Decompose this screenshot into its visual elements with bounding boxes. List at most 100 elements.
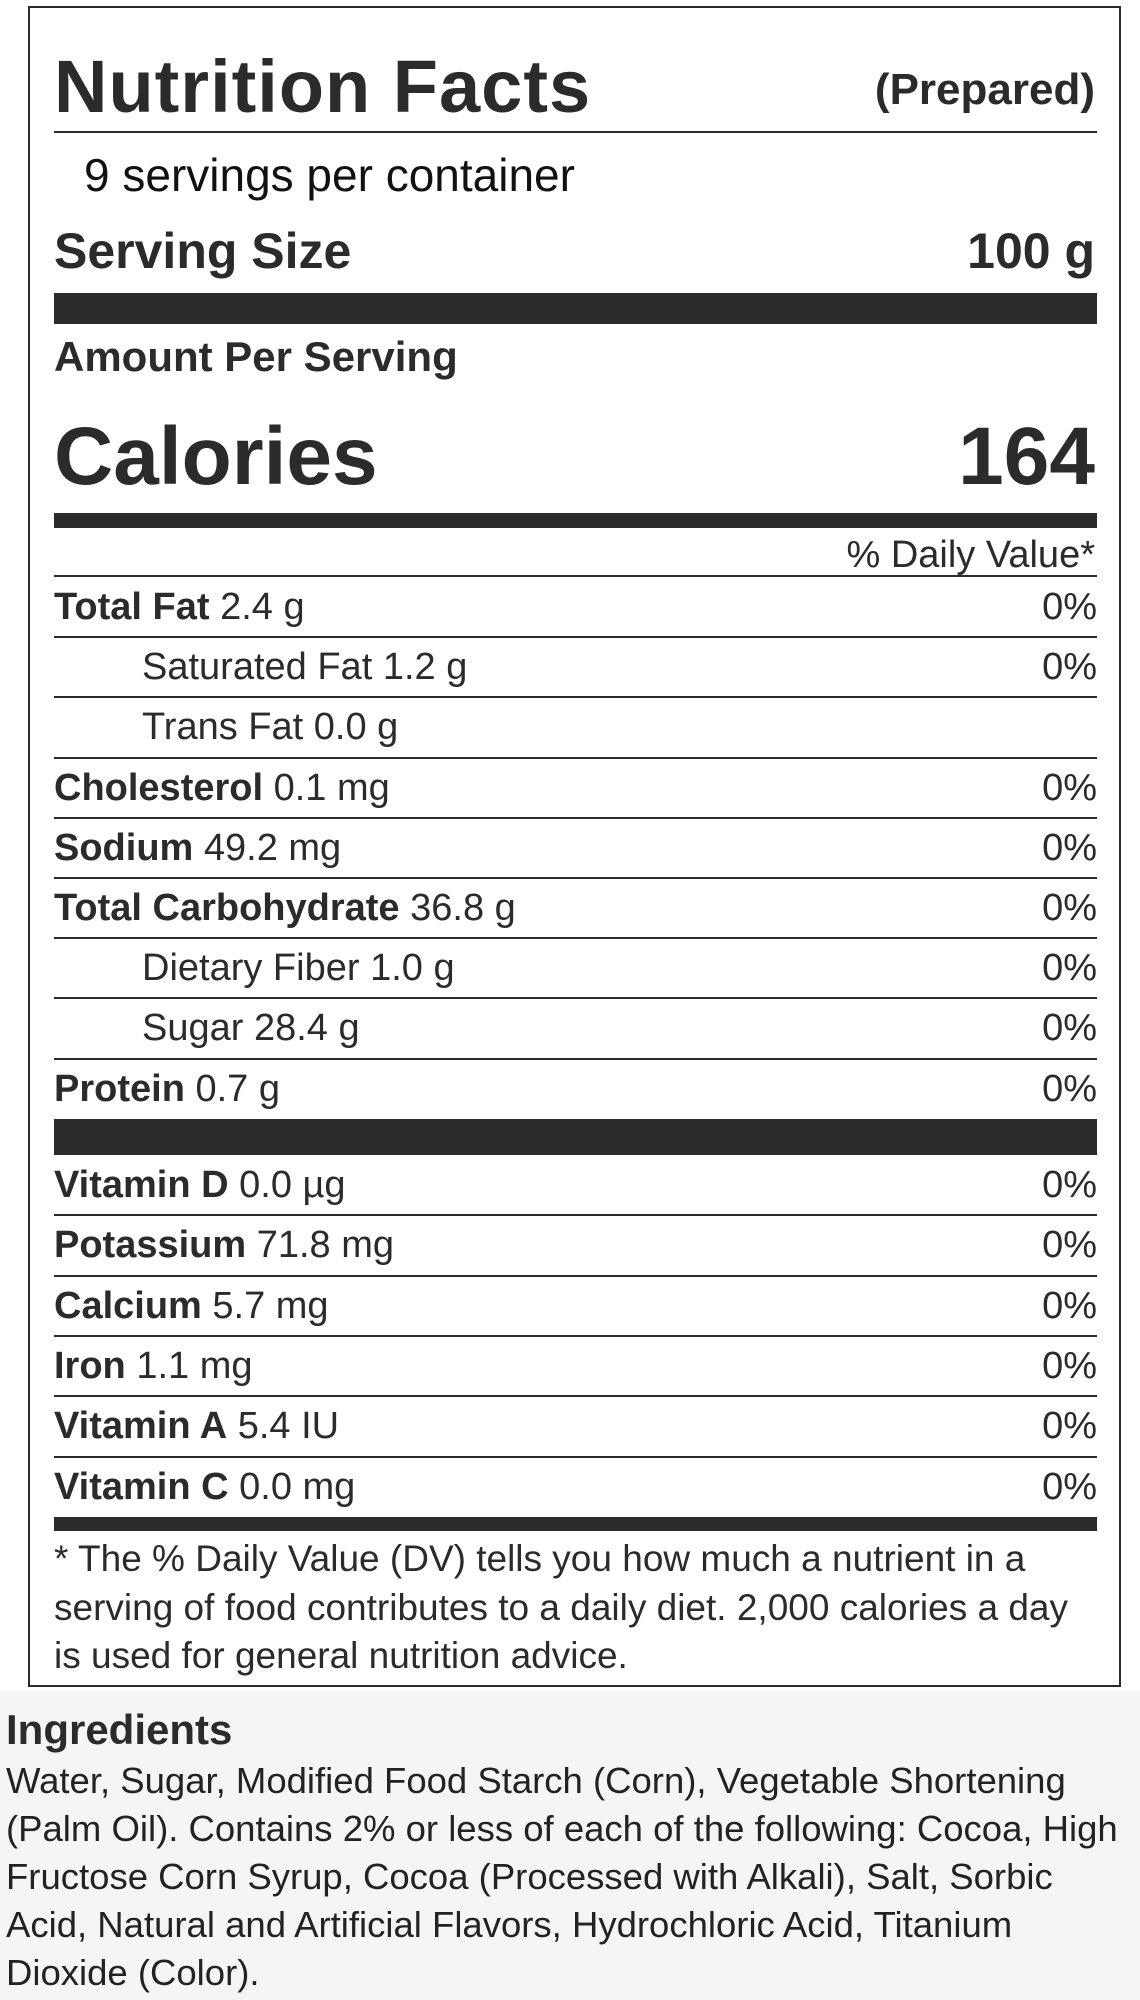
nutrient-amount: 28.4 g xyxy=(253,1007,360,1050)
nutrient-amount: 5.7 mg xyxy=(212,1284,329,1327)
divider xyxy=(54,1214,1097,1217)
nutrient-name: Total Fat xyxy=(54,586,210,628)
daily-value: 0% xyxy=(1042,1405,1097,1448)
daily-value: 0% xyxy=(1042,947,1097,990)
label-subtitle: (Prepared) xyxy=(874,65,1095,114)
nutrient-name: Vitamin D xyxy=(54,1164,229,1206)
spacer xyxy=(400,887,411,929)
nutrient-label: Total Carbohydrate 36.8 g xyxy=(54,878,516,938)
spacer xyxy=(210,586,221,628)
nutrient-name: Calcium xyxy=(54,1284,202,1327)
spacer xyxy=(372,646,383,688)
calories-value: 164 xyxy=(958,411,1095,502)
nutrient-label: Sugar 28.4 g xyxy=(142,998,360,1058)
daily-value: 0% xyxy=(1042,646,1097,689)
nutrient-name: Trans Fat xyxy=(142,706,304,749)
thick-divider xyxy=(54,1119,1097,1155)
divider xyxy=(54,636,1097,639)
nutrient-row: Total Fat 2.4 g 0% xyxy=(54,577,1097,637)
nutrient-row: Iron 1.1 mg 0% xyxy=(54,1336,1097,1396)
divider xyxy=(54,997,1097,1000)
divider xyxy=(54,1274,1097,1277)
spacer xyxy=(202,1285,213,1327)
divider xyxy=(54,131,1097,133)
divider xyxy=(54,1455,1097,1458)
nutrient-row: Sodium 49.2 mg 0% xyxy=(54,818,1097,878)
divider xyxy=(54,756,1097,759)
nutrient-label: Cholesterol 0.1 mg xyxy=(54,758,390,818)
spacer xyxy=(360,947,371,989)
nutrient-label: Potassium 71.8 mg xyxy=(54,1215,394,1275)
nutrient-amount: 0.7 g xyxy=(195,1067,280,1110)
nutrient-amount: 0.0 µg xyxy=(239,1164,346,1206)
nutrient-name: Saturated Fat xyxy=(142,646,373,689)
nutrient-amount: 2.4 g xyxy=(220,586,305,628)
nutrient-name: Vitamin A xyxy=(54,1405,228,1448)
nutrient-label: Sodium 49.2 mg xyxy=(54,818,341,878)
spacer xyxy=(229,1466,240,1508)
servings: 9 servings per container xyxy=(84,149,575,201)
nutrient-amount: 36.8 g xyxy=(410,887,516,929)
medium-divider xyxy=(54,513,1097,528)
serving-size-label: Serving Size xyxy=(54,223,352,279)
divider xyxy=(54,1057,1097,1060)
nutrient-name: Iron xyxy=(54,1344,126,1387)
daily-value: 0% xyxy=(1042,887,1097,929)
nutrient-label: Dietary Fiber 1.0 g xyxy=(142,938,455,998)
spacer xyxy=(185,1068,196,1110)
nutrient-row: Sugar 28.4 g 0% xyxy=(54,998,1097,1058)
daily-value-header: % Daily Value* xyxy=(846,534,1095,576)
spacer xyxy=(263,767,274,809)
nutrient-name: Dietary Fiber xyxy=(142,947,360,990)
nutrient-row: Calcium 5.7 mg 0% xyxy=(54,1276,1097,1336)
medium-divider xyxy=(54,1517,1097,1531)
nutrient-name: Sugar xyxy=(142,1007,244,1050)
divider xyxy=(54,1334,1097,1337)
nutrient-name: Cholesterol xyxy=(54,766,264,809)
nutrient-amount: 0.0 g xyxy=(313,706,399,749)
nutrient-row: Cholesterol 0.1 mg 0% xyxy=(54,758,1097,818)
nutrient-label: Saturated Fat 1.2 g xyxy=(142,637,467,697)
ingredients-section: Ingredients Water, Sugar, Modified Food … xyxy=(0,1691,1140,2000)
divider xyxy=(54,696,1097,699)
ingredients-text: Water, Sugar, Modified Food Starch (Corn… xyxy=(6,1760,1118,1993)
spacer xyxy=(243,1007,254,1049)
nutrient-name: Sodium xyxy=(54,826,194,869)
footnote: * The % Daily Value (DV) tells you how m… xyxy=(54,1538,1068,1676)
nutrition-label: Nutrition Facts (Prepared) 9 servings pe… xyxy=(28,6,1121,1687)
nutrient-name: Potassium xyxy=(54,1224,247,1267)
nutrient-row: Dietary Fiber 1.0 g 0% xyxy=(54,938,1097,998)
ingredients-title: Ingredients xyxy=(6,1706,233,1753)
daily-value: 0% xyxy=(1042,1067,1097,1110)
nutrient-label: Trans Fat 0.0 g xyxy=(142,697,398,757)
amount-per-serving: Amount Per Serving xyxy=(54,333,458,380)
nutrient-name: Vitamin C xyxy=(54,1465,229,1508)
spacer xyxy=(246,1224,257,1266)
nutrient-label: Calcium 5.7 mg xyxy=(54,1276,329,1336)
daily-value: 0% xyxy=(1042,1007,1097,1050)
divider xyxy=(54,1395,1097,1398)
daily-value: 0% xyxy=(1042,1284,1097,1327)
nutrient-amount: 1.2 g xyxy=(382,646,468,689)
nutrient-label: Total Fat 2.4 g xyxy=(54,577,305,637)
daily-value: 0% xyxy=(1042,1164,1097,1206)
nutrient-amount: 71.8 mg xyxy=(256,1224,395,1267)
nutrient-row: Total Carbohydrate 36.8 g 0% xyxy=(54,878,1097,938)
divider xyxy=(54,816,1097,819)
nutrient-row: Saturated Fat 1.2 g 0% xyxy=(54,637,1097,697)
nutrient-name: Protein xyxy=(54,1067,185,1110)
nutrient-label: Protein 0.7 g xyxy=(54,1059,280,1119)
spacer xyxy=(303,706,314,748)
nutrient-amount: 49.2 mg xyxy=(203,826,342,869)
label-title: Nutrition Facts xyxy=(54,45,592,128)
nutrient-amount: 1.0 g xyxy=(370,947,455,990)
daily-value: 0% xyxy=(1042,826,1097,869)
nutrient-label: Iron 1.1 mg xyxy=(54,1336,253,1396)
nutrient-row: Trans Fat 0.0 g xyxy=(54,697,1097,757)
nutrient-label: Vitamin D 0.0 µg xyxy=(54,1155,346,1215)
nutrient-row: Vitamin A 5.4 IU 0% xyxy=(54,1396,1097,1456)
divider xyxy=(54,877,1097,879)
daily-value: 0% xyxy=(1042,1224,1097,1267)
calories-label: Calories xyxy=(54,411,378,502)
